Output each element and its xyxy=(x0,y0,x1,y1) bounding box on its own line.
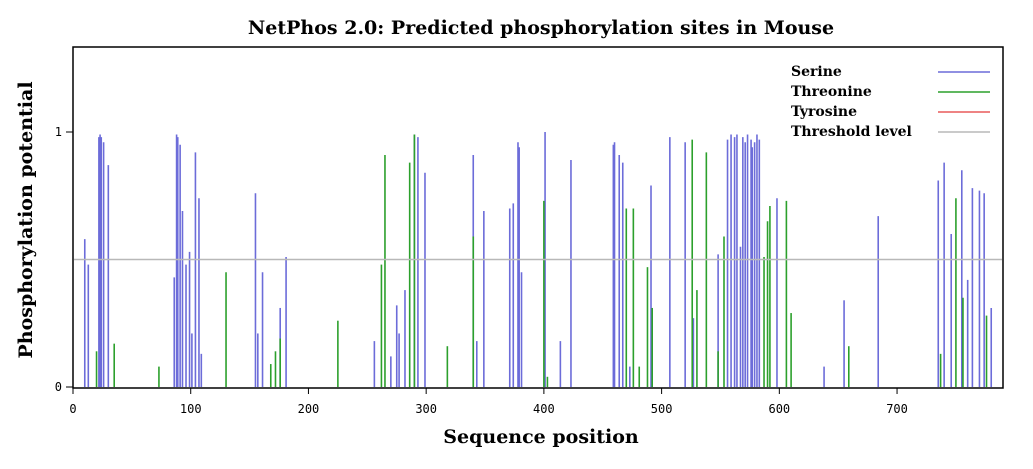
y-tick-label-0: 0 xyxy=(55,380,62,394)
legend: Serine Threonine Tyrosine Threshold level xyxy=(791,64,990,140)
x-tick-label-1: 100 xyxy=(180,402,202,416)
plot-area xyxy=(72,46,1004,389)
x-axis-label: Sequence position xyxy=(443,426,639,448)
x-tick-label-5: 500 xyxy=(651,402,673,416)
y-tick-label-1: 1 xyxy=(55,125,62,139)
legend-label-tyrosine: Tyrosine xyxy=(791,104,857,120)
chart-title: NetPhos 2.0: Predicted phosphorylation s… xyxy=(248,17,834,39)
axes-group: 0 100 200 300 400 500 600 700 0 1 xyxy=(55,125,908,416)
x-tick-label-2: 200 xyxy=(298,402,320,416)
x-tick-label-7: 700 xyxy=(886,402,908,416)
y-axis-label: Phosphorylation potential xyxy=(15,81,37,358)
legend-label-threshold-level: Threshold level xyxy=(791,124,912,140)
bars-group xyxy=(83,132,993,387)
legend-label-serine: Serine xyxy=(791,64,842,80)
x-tick-label-3: 300 xyxy=(415,402,437,416)
legend-label-threonine: Threonine xyxy=(791,84,872,100)
x-tick-label-0: 0 xyxy=(69,402,76,416)
x-tick-label-6: 600 xyxy=(768,402,790,416)
x-tick-label-4: 400 xyxy=(533,402,555,416)
